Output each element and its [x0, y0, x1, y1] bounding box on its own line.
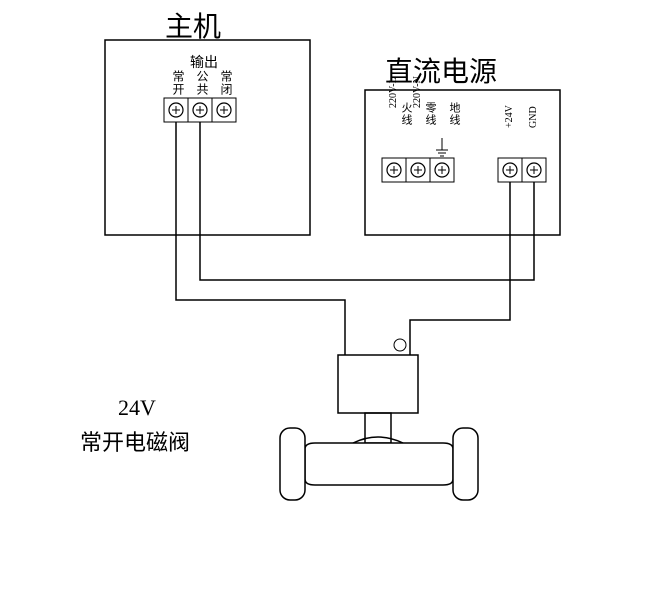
psu-out-label-1: GND [528, 106, 539, 128]
valve-title-2: 常开电磁阀 [80, 425, 190, 457]
wiring-diagram [0, 0, 653, 600]
host-title: 主机 [165, 5, 221, 45]
host-term-label-1: 公共 [194, 70, 211, 96]
psu-out-label-0: +24V [504, 105, 515, 128]
host-term-label-2: 常闭 [218, 70, 235, 96]
valve-title-1: 24V [118, 395, 156, 421]
host-output-label: 输出 [190, 52, 218, 72]
psu-in-label-2-side: 地线 [446, 102, 462, 126]
psu-title: 直流电源 [385, 50, 497, 90]
host-term-label-0: 常开 [170, 70, 187, 96]
psu-in-label-1-side: 零线 [422, 102, 438, 126]
